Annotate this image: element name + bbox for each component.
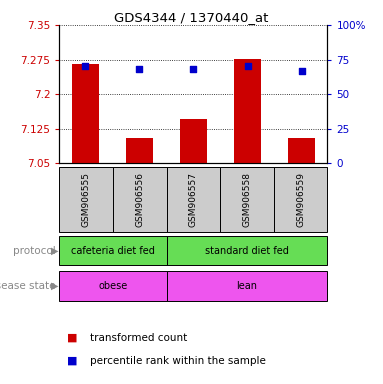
Bar	[59, 236, 167, 265]
Text: GSM906556: GSM906556	[135, 172, 144, 227]
Text: percentile rank within the sample: percentile rank within the sample	[90, 356, 266, 366]
Bar	[220, 167, 274, 232]
Text: GSM906558: GSM906558	[242, 172, 252, 227]
Text: ▶: ▶	[51, 281, 59, 291]
Text: GSM906559: GSM906559	[296, 172, 305, 227]
Text: GSM906555: GSM906555	[82, 172, 91, 227]
Bar	[59, 271, 167, 301]
Text: ■: ■	[67, 333, 77, 343]
Text: ▶: ▶	[51, 245, 59, 256]
Bar	[72, 64, 99, 163]
Bar	[113, 167, 167, 232]
Point	[190, 66, 196, 72]
Text: GSM906557: GSM906557	[189, 172, 198, 227]
Bar	[167, 271, 327, 301]
Text: transformed count: transformed count	[90, 333, 187, 343]
Bar	[180, 119, 207, 163]
Point	[136, 66, 142, 72]
Text: lean: lean	[237, 281, 257, 291]
Bar	[288, 138, 315, 163]
Bar	[274, 167, 327, 232]
Text: obese: obese	[98, 281, 128, 291]
Bar	[234, 59, 261, 163]
Point	[244, 63, 250, 70]
Text: GDS4344 / 1370440_at: GDS4344 / 1370440_at	[114, 12, 269, 25]
Bar	[167, 167, 220, 232]
Text: standard diet fed: standard diet fed	[205, 245, 289, 256]
Bar	[59, 167, 113, 232]
Text: ■: ■	[67, 356, 77, 366]
Text: disease state: disease state	[0, 281, 56, 291]
Text: cafeteria diet fed: cafeteria diet fed	[71, 245, 155, 256]
Point	[299, 68, 305, 74]
Text: protocol: protocol	[13, 245, 56, 256]
Bar	[167, 236, 327, 265]
Point	[82, 63, 88, 70]
Bar	[126, 138, 153, 163]
